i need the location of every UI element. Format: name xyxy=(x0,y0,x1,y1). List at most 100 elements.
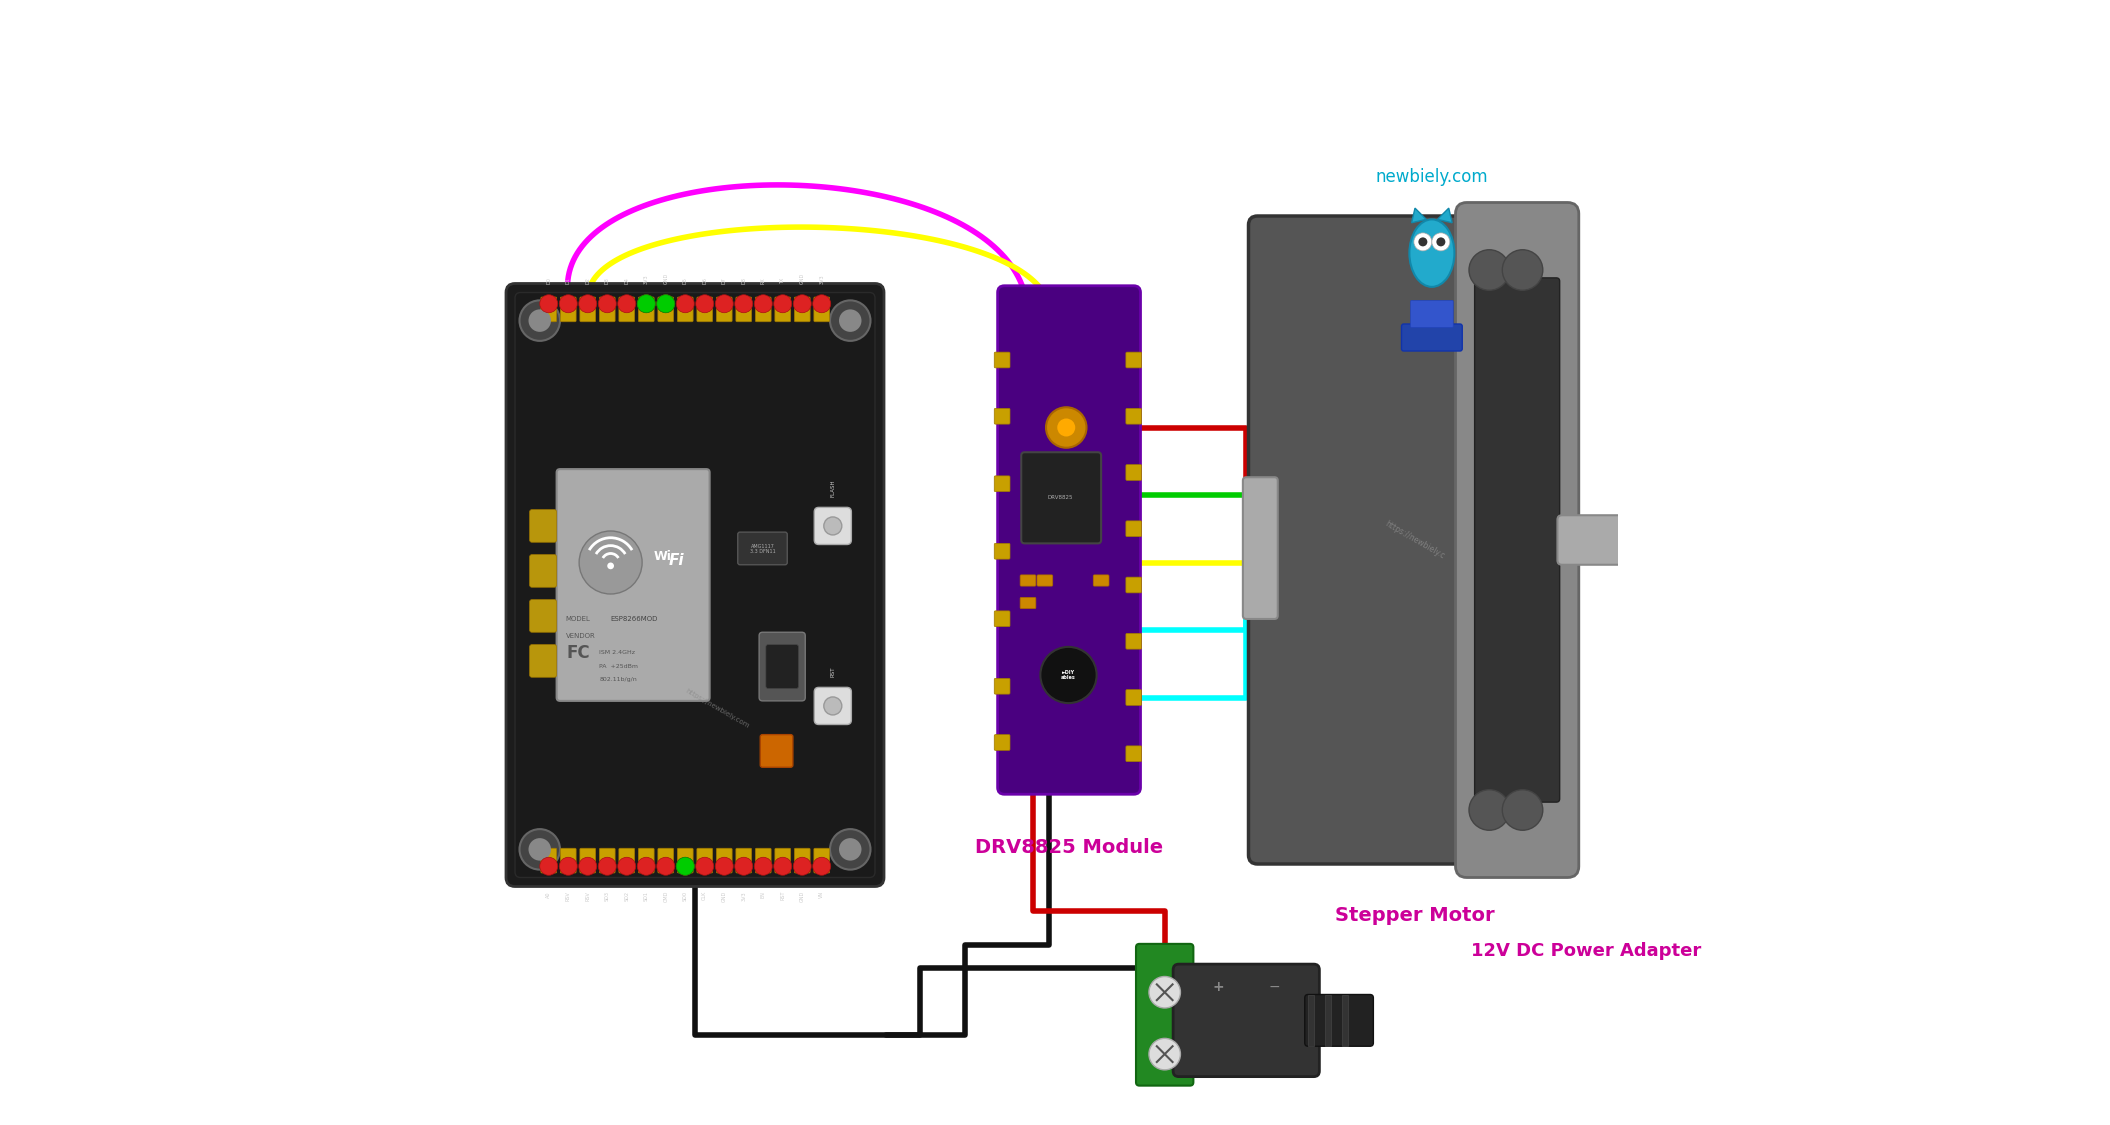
Circle shape xyxy=(559,295,578,313)
Text: A0: A0 xyxy=(546,891,551,898)
Circle shape xyxy=(696,295,713,313)
FancyBboxPatch shape xyxy=(540,297,557,322)
FancyBboxPatch shape xyxy=(515,292,876,878)
Text: CMD: CMD xyxy=(663,891,669,902)
Circle shape xyxy=(840,309,861,332)
FancyBboxPatch shape xyxy=(658,297,673,322)
FancyBboxPatch shape xyxy=(639,297,654,322)
Text: ISM 2.4GHz: ISM 2.4GHz xyxy=(599,650,635,655)
Circle shape xyxy=(753,295,772,313)
FancyBboxPatch shape xyxy=(1127,465,1142,480)
Circle shape xyxy=(675,857,694,875)
Circle shape xyxy=(734,295,753,313)
FancyBboxPatch shape xyxy=(755,297,770,322)
Circle shape xyxy=(528,838,551,861)
FancyBboxPatch shape xyxy=(506,284,884,886)
FancyBboxPatch shape xyxy=(530,510,557,542)
Text: RST: RST xyxy=(781,891,785,900)
Text: FLASH: FLASH xyxy=(831,479,836,497)
FancyBboxPatch shape xyxy=(599,848,616,873)
Circle shape xyxy=(823,696,842,716)
Text: D1: D1 xyxy=(565,277,570,284)
FancyBboxPatch shape xyxy=(1127,408,1142,424)
FancyBboxPatch shape xyxy=(717,297,732,322)
FancyBboxPatch shape xyxy=(1456,202,1578,878)
Bar xyxy=(1308,994,1315,1046)
Circle shape xyxy=(637,857,656,875)
Text: RST: RST xyxy=(831,667,836,677)
FancyBboxPatch shape xyxy=(1243,477,1279,619)
Text: RSV: RSV xyxy=(565,891,570,901)
Text: 802.11b/g/n: 802.11b/g/n xyxy=(599,677,637,682)
Circle shape xyxy=(599,857,616,875)
FancyBboxPatch shape xyxy=(717,848,732,873)
Circle shape xyxy=(578,531,641,594)
FancyBboxPatch shape xyxy=(814,507,850,544)
FancyBboxPatch shape xyxy=(696,848,713,873)
Circle shape xyxy=(656,857,675,875)
Circle shape xyxy=(829,300,871,341)
Circle shape xyxy=(637,295,656,313)
FancyBboxPatch shape xyxy=(814,297,829,322)
FancyBboxPatch shape xyxy=(1173,964,1319,1077)
FancyBboxPatch shape xyxy=(1036,575,1053,586)
Circle shape xyxy=(540,295,557,313)
FancyBboxPatch shape xyxy=(618,297,635,322)
Text: −: − xyxy=(1268,980,1281,993)
Text: EN: EN xyxy=(762,891,766,898)
FancyBboxPatch shape xyxy=(561,848,576,873)
FancyBboxPatch shape xyxy=(793,297,810,322)
Circle shape xyxy=(774,857,791,875)
FancyBboxPatch shape xyxy=(639,848,654,873)
FancyBboxPatch shape xyxy=(530,645,557,677)
FancyBboxPatch shape xyxy=(994,611,1011,627)
Text: ►DIY
ables: ►DIY ables xyxy=(1061,669,1076,681)
Text: RX: RX xyxy=(762,277,766,284)
FancyBboxPatch shape xyxy=(1127,690,1142,705)
Circle shape xyxy=(618,857,635,875)
Text: D0: D0 xyxy=(546,277,551,284)
Text: D8: D8 xyxy=(741,277,747,284)
Circle shape xyxy=(540,857,557,875)
FancyBboxPatch shape xyxy=(1127,633,1142,649)
Circle shape xyxy=(578,295,597,313)
FancyBboxPatch shape xyxy=(1021,452,1101,543)
Text: SD0: SD0 xyxy=(684,891,688,901)
Circle shape xyxy=(812,857,831,875)
Text: TX: TX xyxy=(781,277,785,284)
Circle shape xyxy=(656,295,675,313)
Text: SD1: SD1 xyxy=(644,891,648,901)
Circle shape xyxy=(1150,1038,1179,1070)
Circle shape xyxy=(1469,250,1509,290)
FancyBboxPatch shape xyxy=(814,687,850,724)
FancyBboxPatch shape xyxy=(1127,521,1142,537)
Text: DRV8825: DRV8825 xyxy=(1049,495,1074,500)
FancyBboxPatch shape xyxy=(774,848,791,873)
FancyBboxPatch shape xyxy=(760,735,793,767)
FancyBboxPatch shape xyxy=(1127,352,1142,368)
Circle shape xyxy=(753,857,772,875)
Circle shape xyxy=(1414,233,1433,251)
Text: D3: D3 xyxy=(606,277,610,284)
FancyBboxPatch shape xyxy=(994,352,1011,368)
Text: GND: GND xyxy=(722,891,726,902)
FancyBboxPatch shape xyxy=(658,848,673,873)
FancyBboxPatch shape xyxy=(599,297,616,322)
Text: +: + xyxy=(1213,980,1224,993)
FancyBboxPatch shape xyxy=(793,848,810,873)
Text: ESP8266MOD: ESP8266MOD xyxy=(610,615,658,622)
Text: https://newbiely.com: https://newbiely.com xyxy=(684,688,751,729)
FancyBboxPatch shape xyxy=(530,555,557,587)
Circle shape xyxy=(578,857,597,875)
Bar xyxy=(1325,994,1331,1046)
Circle shape xyxy=(608,562,614,569)
FancyBboxPatch shape xyxy=(1127,746,1142,762)
Circle shape xyxy=(1150,976,1179,1008)
FancyBboxPatch shape xyxy=(994,678,1011,694)
Text: MODEL: MODEL xyxy=(565,615,591,622)
Circle shape xyxy=(519,829,559,870)
FancyBboxPatch shape xyxy=(998,286,1142,794)
FancyBboxPatch shape xyxy=(1093,575,1110,586)
Polygon shape xyxy=(1412,208,1426,223)
FancyBboxPatch shape xyxy=(1019,575,1036,586)
